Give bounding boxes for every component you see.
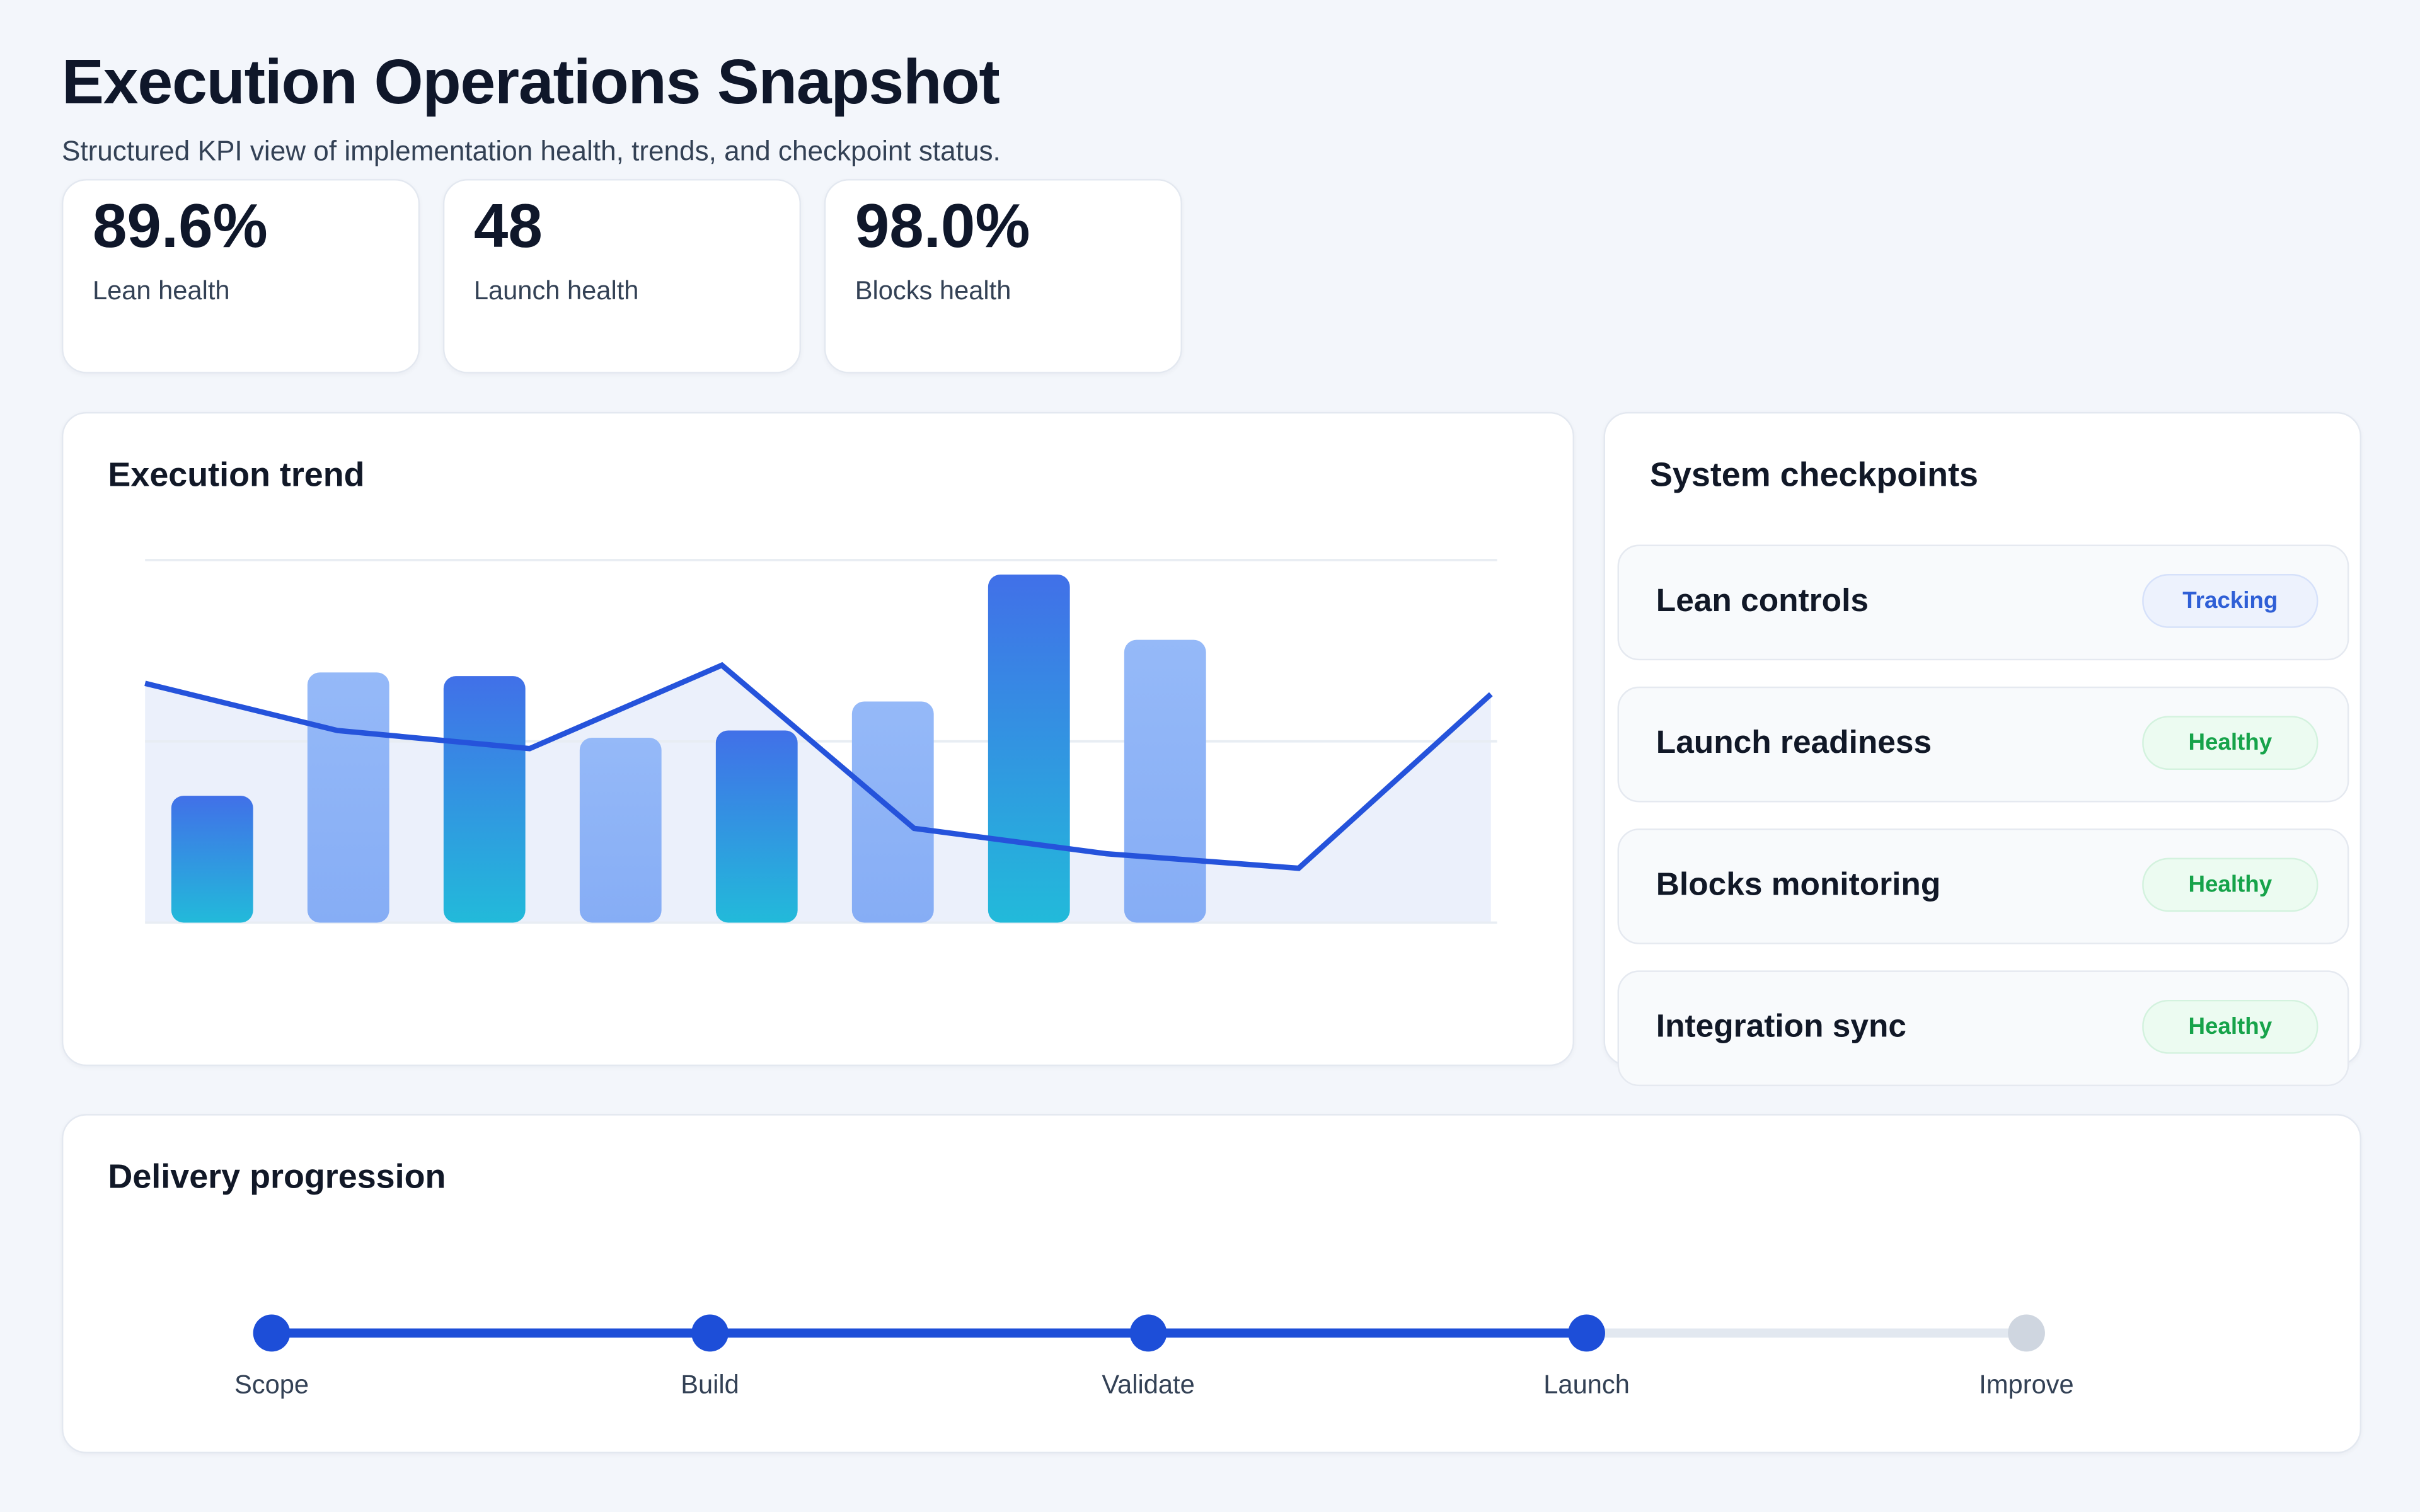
bar [1124, 639, 1206, 923]
trend-line [144, 662, 1493, 871]
step-dot[interactable] [253, 1314, 291, 1352]
step-label: Validate [1102, 1370, 1195, 1400]
page-subtitle: Structured KPI view of implementation he… [61, 135, 1001, 167]
execution-trend-chart [144, 559, 1497, 924]
step-label: Launch [1543, 1370, 1630, 1400]
execution-trend-card: Execution trend [61, 411, 1574, 1067]
progress-fill [272, 1328, 1587, 1338]
kpi-card-blocks: 98.0% Blocks health [824, 179, 1182, 374]
checkpoint-name: Launch readiness [1656, 725, 1932, 761]
checkpoint-item[interactable]: Lean controls Tracking [1617, 544, 2349, 661]
kpi-value: 98.0% [855, 193, 1030, 261]
bar [988, 575, 1070, 923]
kpi-value: 48 [473, 193, 543, 261]
step-label: Scope [234, 1370, 309, 1400]
bar [443, 676, 526, 923]
bar [171, 796, 253, 923]
checkpoint-item[interactable]: Integration sync Healthy [1617, 970, 2349, 1087]
bar [579, 737, 662, 923]
kpi-card-launch: 48 Launch health [442, 179, 802, 374]
step-dot[interactable] [1568, 1314, 1605, 1352]
status-badge: Healthy [2142, 999, 2319, 1054]
delivery-progression-card: Delivery progression [61, 1114, 2361, 1453]
trend-title: Execution trend [108, 455, 365, 494]
checkpoints-title: System checkpoints [1649, 455, 1979, 494]
bar [307, 672, 389, 923]
kpi-label: Launch health [473, 276, 639, 306]
status-badge: Healthy [2142, 857, 2319, 912]
checkpoint-item[interactable]: Blocks monitoring Healthy [1617, 828, 2349, 944]
step-label: Improve [1979, 1370, 2074, 1400]
status-badge: Tracking [2142, 574, 2319, 628]
kpi-card-lean: 89.6% Lean health [61, 179, 420, 374]
checkpoint-name: Integration sync [1656, 1009, 1907, 1045]
checkpoint-name: Lean controls [1656, 583, 1869, 619]
delivery-title: Delivery progression [108, 1157, 446, 1196]
kpi-label: Lean health [92, 276, 230, 306]
step-dot[interactable] [2008, 1314, 2045, 1352]
bar [715, 730, 798, 923]
checkpoint-item[interactable]: Launch readiness Healthy [1617, 686, 2349, 803]
step-dot[interactable] [691, 1314, 729, 1352]
system-checkpoints-card: System checkpoints Lean controls Trackin… [1603, 411, 2361, 1087]
page-title: Execution Operations Snapshot [61, 46, 1000, 118]
kpi-value: 89.6% [92, 193, 268, 261]
status-badge: Healthy [2142, 716, 2319, 770]
step-label: Build [681, 1370, 739, 1400]
checkpoint-name: Blocks monitoring [1656, 867, 1941, 903]
step-dot[interactable] [1129, 1314, 1167, 1352]
kpi-label: Blocks health [855, 276, 1011, 306]
